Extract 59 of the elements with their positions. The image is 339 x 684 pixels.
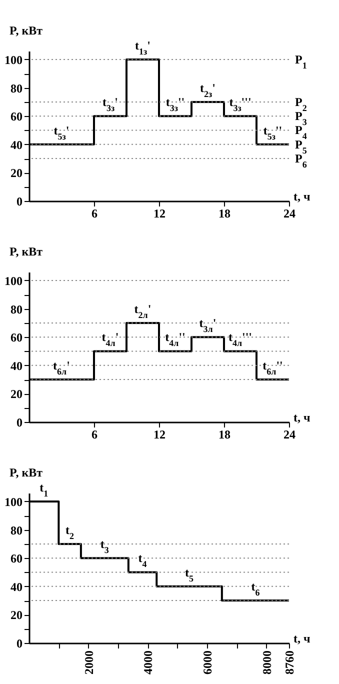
annotation: t$_{5з}$'' [263, 123, 282, 142]
x-tick-label: 6000 [200, 650, 215, 674]
y-tick-label: 40 [10, 358, 22, 373]
x-tick-label: 8760 [282, 650, 296, 674]
y-tick-label: 80 [10, 81, 22, 96]
y-tick-label: 0 [16, 416, 22, 430]
x-tick-label: 6 [92, 206, 98, 220]
x-tick-label: 24 [284, 206, 296, 220]
x-tick-label: 8000 [260, 650, 274, 674]
annotation: t$_{6л}$' [53, 358, 70, 377]
annotation: t$_{3}$ [100, 537, 110, 556]
annotation: t$_{4л}$' [102, 330, 119, 348]
y-tick-label: 20 [10, 166, 22, 180]
y-tick-label: 20 [10, 387, 22, 402]
annotation: t$_{3л}$' [199, 316, 216, 334]
annotation: t$_{1}$ [40, 480, 49, 498]
annotation: t$_{6}$ [251, 580, 260, 598]
annotation: t$_{2з}$' [200, 80, 216, 99]
x-tick-label: 2000 [82, 650, 96, 674]
y-axis-title: P, кВт [10, 466, 43, 480]
annotation: t$_{2л}$' [134, 302, 152, 320]
x-tick-label: 12 [154, 206, 166, 220]
annotation: t$_{6л}$'' [262, 358, 283, 377]
y-tick-label: 80 [10, 523, 22, 538]
y-tick-label: 40 [10, 138, 22, 152]
y-tick-label: 100 [4, 274, 22, 288]
annotation: t$_{4}$ [138, 551, 148, 570]
ref-line-label: P$_{1}$ [295, 52, 308, 70]
annotation: t$_{2}$ [66, 522, 75, 541]
x-tick-label: 4000 [141, 650, 156, 674]
ref-line-label: P$_{2}$ [295, 94, 308, 113]
y-tick-label: 100 [4, 494, 22, 509]
x-tick-label: 18 [218, 206, 230, 220]
annotation: t$_{3з}$''' [229, 95, 252, 114]
y-axis-title: P, кВт [10, 244, 43, 258]
y-tick-label: 100 [4, 52, 22, 67]
y-tick-label: 20 [10, 608, 22, 622]
annotation: t$_{4л}$'' [165, 330, 186, 348]
x-axis-title: t, ч [294, 410, 310, 424]
annotation: t$_{5}$ [185, 565, 194, 584]
annotation: t$_{4л}$''' [228, 330, 252, 348]
x-axis-title: t, ч [294, 190, 310, 204]
x-tick-label: 6 [92, 428, 98, 442]
x-tick-label: 12 [154, 428, 166, 442]
y-tick-label: 0 [16, 636, 22, 650]
annotation: t$_{3з}$'' [166, 95, 185, 114]
y-tick-label: 60 [10, 552, 22, 566]
annotation: t$_{3з}$' [102, 95, 118, 114]
annotation: t$_{1з}$' [135, 38, 150, 56]
y-tick-label: 80 [10, 302, 22, 316]
y-axis-title: P, кВт [10, 24, 43, 38]
y-tick-label: 60 [10, 110, 22, 124]
x-tick-label: 18 [218, 428, 230, 442]
y-tick-label: 0 [16, 194, 22, 208]
x-axis-title: t, ч [294, 632, 310, 646]
y-tick-label: 40 [10, 580, 22, 594]
y-tick-label: 60 [10, 330, 22, 345]
x-tick-label: 24 [284, 428, 296, 442]
annotation: t$_{5з}$' [54, 123, 70, 142]
